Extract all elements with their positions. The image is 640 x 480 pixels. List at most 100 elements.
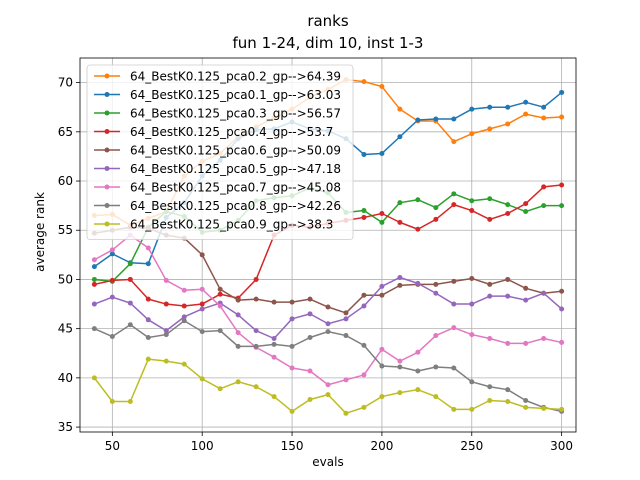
data-point: [415, 368, 421, 374]
data-point: [379, 283, 385, 289]
data-point: [289, 408, 295, 414]
data-point: [379, 211, 385, 217]
legend-swatch-marker: [104, 92, 110, 97]
data-point: [397, 274, 403, 280]
data-point: [253, 296, 259, 302]
data-point: [289, 343, 295, 349]
legend-label: 64_BestK0.125_pca0.6_gp-->50.09: [130, 144, 341, 158]
data-point: [541, 290, 547, 296]
data-point: [307, 296, 313, 302]
data-point: [469, 275, 475, 281]
data-point: [451, 325, 457, 331]
data-point: [469, 406, 475, 412]
data-point: [325, 382, 331, 388]
data-point: [199, 329, 205, 335]
data-point: [271, 299, 277, 305]
data-point: [181, 318, 187, 324]
data-point: [559, 406, 565, 412]
plot-area-frame: [79, 57, 577, 433]
data-point: [469, 106, 475, 112]
x-axis-label: evals: [312, 455, 343, 469]
data-point: [199, 301, 205, 307]
y-tick-label: 65: [58, 125, 73, 139]
data-point: [505, 387, 511, 393]
data-point: [379, 363, 385, 369]
y-axis-label: average rank: [33, 192, 47, 272]
data-point: [451, 278, 457, 284]
data-point: [163, 332, 169, 338]
data-point: [217, 328, 223, 334]
y-tick-label: 70: [58, 76, 73, 90]
data-point: [181, 287, 187, 293]
series-7: [91, 232, 565, 388]
data-point: [343, 410, 349, 416]
data-point: [91, 375, 97, 381]
legend-swatch-marker: [104, 166, 110, 171]
data-point: [91, 301, 97, 307]
data-point: [433, 333, 439, 339]
data-point: [343, 310, 349, 316]
data-point: [271, 341, 277, 347]
data-point: [415, 387, 421, 393]
data-point: [199, 252, 205, 258]
data-point: [541, 405, 547, 411]
data-point: [559, 339, 565, 345]
data-point: [469, 301, 475, 307]
x-tick-label: 200: [370, 439, 393, 453]
y-tick-label: 35: [58, 420, 73, 434]
legend-label: 64_BestK0.125_pca0.5_gp-->47.18: [130, 162, 341, 176]
data-point: [271, 336, 277, 341]
data-point: [343, 316, 349, 322]
data-point: [361, 208, 367, 214]
data-point: [559, 89, 565, 95]
data-point: [415, 349, 421, 355]
legend-swatch-marker: [104, 110, 110, 116]
data-point: [91, 281, 97, 287]
data-point: [505, 276, 511, 282]
data-point: [217, 286, 223, 292]
data-point: [163, 301, 169, 307]
data-point: [91, 276, 97, 282]
data-point: [505, 104, 511, 110]
data-point: [379, 292, 385, 298]
data-point: [451, 301, 457, 307]
data-point: [523, 340, 529, 346]
series-6: [91, 274, 565, 341]
data-point: [127, 300, 133, 306]
data-point: [145, 335, 151, 341]
data-point: [415, 197, 421, 203]
data-point: [361, 404, 367, 410]
legend-swatch-marker: [104, 203, 110, 208]
data-point: [487, 336, 493, 341]
data-point: [127, 261, 133, 267]
data-point: [361, 342, 367, 348]
data-point: [469, 131, 475, 137]
data-point: [379, 394, 385, 400]
data-point: [145, 296, 151, 302]
data-point: [145, 261, 151, 267]
data-point: [235, 312, 241, 318]
data-point: [361, 303, 367, 309]
legend-swatch-marker: [104, 73, 110, 79]
data-point: [523, 398, 529, 404]
data-point: [163, 328, 169, 334]
data-point: [379, 219, 385, 225]
data-point: [523, 404, 529, 410]
data-point: [469, 198, 475, 204]
data-point: [487, 398, 493, 404]
data-point: [469, 208, 475, 214]
data-point: [505, 211, 511, 217]
data-point: [397, 134, 403, 140]
data-point: [541, 203, 547, 209]
series-9: [91, 356, 565, 416]
data-point: [271, 394, 277, 400]
data-point: [487, 104, 493, 110]
data-point: [253, 328, 259, 334]
data-point: [109, 251, 115, 257]
data-point: [487, 126, 493, 132]
y-tick-label: 45: [58, 322, 73, 336]
data-point: [397, 282, 403, 288]
data-point: [523, 111, 529, 117]
data-point: [415, 280, 421, 286]
